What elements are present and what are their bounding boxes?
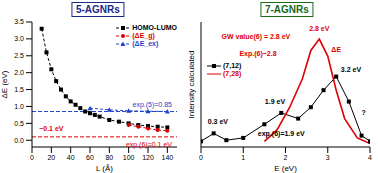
svg-text:1.0: 1.0 bbox=[14, 103, 24, 110]
svg-text:~0.1 eV: ~0.1 eV bbox=[39, 125, 64, 132]
svg-text:3.5: 3.5 bbox=[14, 18, 24, 25]
svg-text:2.5: 2.5 bbox=[14, 52, 24, 59]
svg-text:2: 2 bbox=[284, 154, 288, 161]
svg-text:exp.(6)=1.9 eV: exp.(6)=1.9 eV bbox=[258, 130, 305, 138]
svg-text:80: 80 bbox=[105, 154, 113, 161]
svg-text:100: 100 bbox=[123, 154, 135, 161]
svg-text:0: 0 bbox=[199, 154, 203, 161]
svg-text:E (eV): E (eV) bbox=[274, 164, 297, 173]
svg-text:140: 140 bbox=[161, 154, 173, 161]
svg-text:3.2 eV: 3.2 eV bbox=[341, 66, 362, 73]
svg-text:GW value(6) = 2.8 eV: GW value(6) = 2.8 eV bbox=[222, 33, 291, 41]
svg-text:0.3 eV: 0.3 eV bbox=[208, 118, 229, 125]
svg-text:60: 60 bbox=[86, 154, 94, 161]
svg-text:40: 40 bbox=[67, 154, 75, 161]
svg-text:4: 4 bbox=[368, 154, 370, 161]
svg-text:3: 3 bbox=[326, 154, 330, 161]
svg-text:120: 120 bbox=[142, 154, 154, 161]
html-text:(7,28): (7,28) bbox=[223, 70, 242, 77]
html-text:(ΔE_g): (ΔE_g) bbox=[132, 32, 155, 39]
svg-text:1.5: 1.5 bbox=[14, 86, 24, 93]
svg-text:0.5: 0.5 bbox=[14, 120, 24, 127]
html-text:(ΔE_ex): (ΔE_ex) bbox=[132, 40, 159, 47]
svg-text:2.0: 2.0 bbox=[14, 69, 24, 76]
html-text:(7,12): (7,12) bbox=[223, 62, 242, 69]
svg-text:ΔE (eV): ΔE (eV) bbox=[8, 70, 9, 98]
svg-text:Intensity calculated: Intensity calculated bbox=[187, 50, 196, 118]
svg-text:exp.(5)=0.85: exp.(5)=0.85 bbox=[133, 101, 173, 109]
svg-text:1: 1 bbox=[241, 154, 245, 161]
svg-text:0: 0 bbox=[30, 154, 34, 161]
html-text:5-AGNRs: 5-AGNRs bbox=[75, 4, 120, 15]
svg-text:?: ? bbox=[362, 109, 366, 116]
svg-text:exp.(6)=0.1 eV: exp.(6)=0.1 eV bbox=[126, 141, 172, 149]
svg-text:ΔE: ΔE bbox=[331, 46, 341, 53]
svg-text:20: 20 bbox=[47, 154, 55, 161]
svg-text:0.0: 0.0 bbox=[14, 137, 24, 144]
html-text:HOMO-LUMO: HOMO-LUMO bbox=[132, 24, 177, 31]
svg-text:1.9 eV: 1.9 eV bbox=[265, 98, 286, 105]
svg-text:3.0: 3.0 bbox=[14, 35, 24, 42]
svg-text:L (Å): L (Å) bbox=[96, 164, 113, 173]
html-text:7-AGNRs: 7-AGNRs bbox=[264, 4, 309, 15]
svg-text:Exp.(6)~2.8: Exp.(6)~2.8 bbox=[239, 50, 276, 58]
svg-text:2.8 eV: 2.8 eV bbox=[309, 25, 330, 32]
